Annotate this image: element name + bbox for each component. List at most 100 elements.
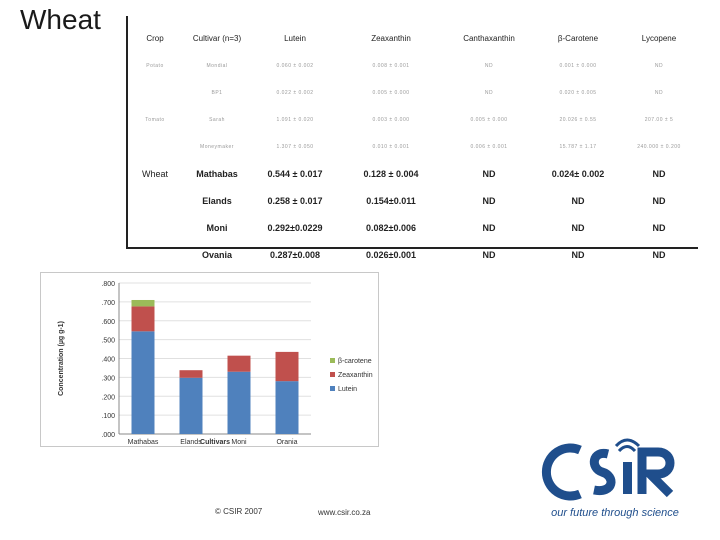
footer-copyright: © CSIR 2007 (215, 507, 263, 516)
cell-crop (128, 187, 182, 214)
table-row: Potato Mondial 0.060 ± 0.002 0.008 ± 0.001 N… (128, 52, 696, 79)
logo-r-shape (637, 447, 675, 498)
y-tick-label: .500 (101, 338, 115, 345)
header-lycopene: Lycopene (641, 33, 677, 43)
cell-lycopene: 240.000 ± 0.200 (637, 143, 681, 150)
legend-swatch (330, 372, 335, 377)
cell-beta-carotene: 0.024± 0.002 (551, 168, 605, 179)
y-tick-label: .400 (101, 357, 115, 364)
cell-lutein: 0.258 ± 0.017 (267, 195, 323, 206)
bar-segment (131, 299, 155, 307)
logo-arc-1 (614, 438, 641, 448)
table-row: Elands 0.258 ± 0.017 0.154±0.011 ND ND ND (128, 187, 696, 214)
cell-cultivar: Mathabas (196, 168, 238, 179)
cell-crop (128, 214, 182, 241)
header-lutein: Lutein (284, 33, 306, 43)
footer-url[interactable]: www.csir.co.za (318, 508, 371, 517)
cell-cultivar: Elands (202, 195, 232, 206)
x-axis-title: Cultivars (200, 439, 230, 446)
carotenoid-table: Crop Cultivar (n=3) Lutein Zeaxanthin Ca… (128, 24, 696, 268)
cell-beta-carotene: ND (571, 222, 585, 233)
y-axis-title: Concentration (µg g-1) (58, 321, 65, 396)
cell-crop: Tomato (145, 116, 165, 123)
bar-segment (179, 370, 203, 378)
table-row: BP1 0.022 ± 0.002 0.005 ± 0.000 ND 0.020 ± 0… (128, 79, 696, 106)
table-header-row: Crop Cultivar (n=3) Lutein Zeaxanthin Ca… (128, 24, 696, 52)
logo-s-shape (589, 448, 616, 496)
carotenoid-chart: .000 .100 .200 .300 .400 .500 .600 .700 .800 Math… (40, 272, 379, 447)
bar-segment (275, 351, 299, 382)
cell-zeaxanthin: 0.010 ± 0.001 (372, 143, 410, 150)
legend-label: Lutein (338, 386, 357, 393)
cell-zeaxanthin: 0.005 ± 0.000 (372, 89, 410, 96)
cell-lutein: 1.307 ± 0.050 (276, 143, 314, 150)
bar-segment (227, 355, 251, 372)
cell-lycopene: ND (652, 168, 666, 179)
cell-cultivar: Mondial (206, 62, 228, 69)
cell-zeaxanthin: 0.128 ± 0.004 (363, 168, 419, 179)
cell-lycopene: ND (654, 62, 664, 69)
cell-lycopene: 207.00 ± 5 (644, 116, 674, 123)
cell-crop (128, 241, 182, 268)
cell-canthaxanthin: ND (484, 89, 494, 96)
cell-lutein: 0.544 ± 0.017 (267, 168, 323, 179)
csir-logo: our future through science (540, 432, 690, 522)
header-zeaxanthin: Zeaxanthin (371, 33, 411, 43)
y-tick-label: .200 (101, 394, 115, 401)
csir-logo-graphic: our future through science (541, 438, 679, 519)
cell-lycopene: ND (652, 249, 666, 260)
cell-lutein: 1.091 ± 0.020 (276, 116, 314, 123)
x-tick-label: Mathabas (128, 439, 159, 446)
cell-zeaxanthin: 0.154±0.011 (366, 195, 416, 206)
y-tick-label: .100 (101, 413, 115, 420)
cell-lycopene: ND (652, 222, 666, 233)
cell-lycopene: ND (652, 195, 666, 206)
cell-crop (128, 133, 182, 160)
y-tick-label: .000 (101, 432, 115, 439)
cell-beta-carotene: 15.787 ± 1.17 (559, 143, 597, 150)
cell-beta-carotene: 0.020 ± 0.005 (559, 89, 597, 96)
table-bottom-border (126, 247, 698, 249)
logo-c-shape (541, 443, 582, 501)
cell-canthaxanthin: 0.005 ± 0.000 (470, 116, 508, 123)
cell-canthaxanthin: 0.006 ± 0.001 (470, 143, 508, 150)
table-row: Moneymaker 1.307 ± 0.050 0.010 ± 0.001 0.00… (128, 133, 696, 160)
cell-crop: Potato (146, 62, 164, 69)
legend-swatch (330, 358, 335, 363)
x-tick-label: Orania (276, 439, 297, 446)
header-canthaxanthin: Canthaxanthin (463, 33, 515, 43)
header-beta-carotene: β-Carotene (557, 33, 599, 43)
cell-beta-carotene: 20.026 ± 0.55 (559, 116, 597, 123)
bar-segment (179, 377, 203, 434)
table-left-border (126, 16, 128, 249)
cell-beta-carotene: ND (571, 249, 585, 260)
cell-canthaxanthin: ND (482, 168, 496, 179)
cell-beta-carotene: 0.001 ± 0.000 (559, 62, 597, 69)
cell-lutein: 0.287±0.008 (270, 249, 320, 260)
cell-lutein: 0.292±0.0229 (267, 222, 323, 233)
cell-canthaxanthin: ND (482, 195, 496, 206)
header-crop: Crop (146, 33, 164, 43)
cell-cultivar: Sarah (209, 116, 225, 123)
cell-cultivar: Ovania (201, 249, 232, 260)
cell-canthaxanthin: ND (484, 62, 494, 69)
y-tick-label: .800 (101, 281, 115, 288)
cell-lutein: 0.022 ± 0.002 (276, 89, 314, 96)
cell-cultivar: BP1 (211, 89, 223, 96)
legend-label: Zeaxanthin (338, 372, 373, 379)
y-tick-label: .600 (101, 319, 115, 326)
legend-label: β-carotene (338, 358, 372, 365)
cell-zeaxanthin: 0.082±0.006 (366, 222, 416, 233)
table-row: Ovania 0.287±0.008 0.026±0.001 ND ND ND (128, 241, 696, 268)
slide-title: Wheat (20, 4, 101, 35)
cell-beta-carotene: ND (571, 195, 585, 206)
table-row: Tomato Sarah 1.091 ± 0.020 0.003 ± 0.000 0.0… (128, 106, 696, 133)
legend-swatch (330, 386, 335, 391)
chart-svg: .000 .100 .200 .300 .400 .500 .600 .700 .800 Math… (58, 281, 373, 446)
cell-canthaxanthin: ND (482, 249, 496, 260)
cell-canthaxanthin: ND (482, 222, 496, 233)
table-row: Wheat Mathabas 0.544 ± 0.017 0.128 ± 0.004 N… (128, 160, 696, 187)
cell-crop: Wheat (141, 168, 168, 179)
cell-lutein: 0.060 ± 0.002 (276, 62, 314, 69)
bar-segment (227, 371, 251, 434)
